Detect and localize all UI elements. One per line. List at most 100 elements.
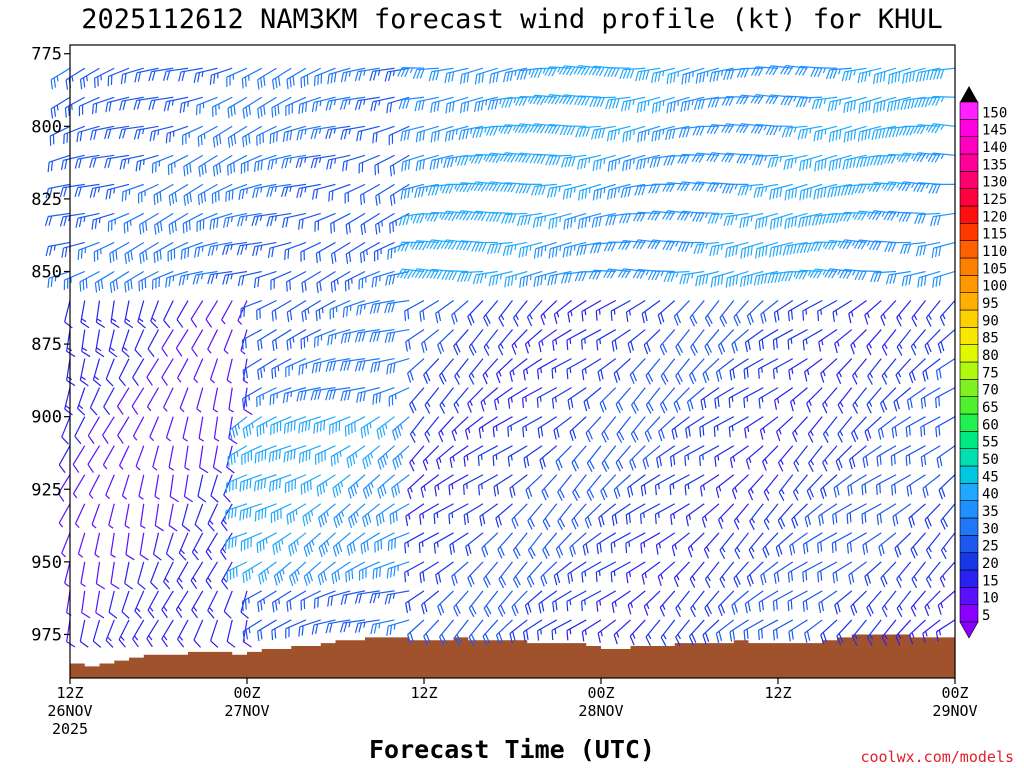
wind-barb: [391, 474, 410, 498]
wind-barb: [424, 416, 440, 443]
barb-flag: [233, 134, 237, 145]
barb-half-flag: [70, 104, 73, 110]
barb-flag: [321, 545, 326, 555]
barb-flag: [343, 622, 348, 633]
barb-flag: [470, 210, 477, 221]
barb-staff: [376, 503, 395, 517]
barb-flag: [512, 578, 519, 589]
barb-staff: [328, 125, 351, 131]
barb-flag: [358, 570, 361, 581]
barb-flag: [846, 212, 853, 222]
barb-staff: [599, 387, 617, 404]
barb-flag: [343, 361, 348, 371]
barb-flag: [602, 400, 607, 411]
wind-barb: [721, 123, 749, 134]
wind-barb: [387, 532, 410, 551]
wind-barb: [729, 619, 749, 642]
barb-staff: [154, 474, 160, 497]
barb-staff: [817, 532, 838, 544]
barb-flag: [618, 430, 625, 441]
barb-staff: [773, 329, 794, 341]
barb-flag: [817, 572, 820, 583]
barb-flag: [497, 515, 502, 526]
barb-staff: [613, 358, 631, 374]
wind-barb: [684, 474, 705, 496]
barb-half-flag: [574, 216, 576, 223]
barb-staff: [318, 532, 336, 548]
barb-staff: [122, 67, 144, 76]
barb-flag: [544, 94, 551, 104]
barb-flag: [388, 71, 392, 82]
barb-flag: [441, 270, 447, 280]
barb-flag: [567, 573, 571, 584]
barb-half-flag: [539, 396, 542, 402]
wind-barb: [177, 619, 189, 648]
wind-barb: [449, 532, 469, 555]
wind-barb: [147, 329, 160, 358]
barb-flag: [733, 316, 739, 327]
barb-flag: [506, 71, 510, 82]
wind-barb: [647, 270, 675, 281]
barb-flag: [540, 154, 546, 164]
barb-flag: [93, 379, 102, 387]
barb-flag: [713, 426, 716, 437]
barb-flag: [802, 572, 805, 583]
barb-flag: [227, 137, 231, 148]
barb-flag: [618, 240, 624, 250]
wind-barb: [183, 183, 204, 206]
barb-flag: [377, 163, 380, 174]
barb-flag: [332, 546, 337, 557]
barb-flag: [669, 182, 676, 193]
barb-staff: [138, 183, 159, 195]
barb-flag: [403, 269, 410, 279]
barb-flag: [718, 369, 723, 380]
barb-flag: [749, 520, 755, 531]
barb-staff: [241, 445, 263, 456]
wind-barb: [657, 561, 676, 587]
wind-barb: [237, 300, 248, 325]
barb-staff: [416, 268, 439, 273]
barb-staff: [682, 153, 705, 156]
barb-flag: [828, 161, 832, 172]
barb-flag: [260, 600, 263, 611]
plot-background: [70, 45, 955, 678]
barb-staff: [289, 561, 307, 577]
wind-barb: [767, 154, 793, 168]
barb-flag: [835, 461, 841, 471]
barb-flag: [323, 542, 328, 553]
barb-half-flag: [541, 340, 544, 346]
wind-barb: [746, 561, 764, 587]
barb-flag: [633, 401, 639, 412]
barb-flag: [735, 94, 742, 105]
barb-staff: [581, 329, 602, 341]
barb-flag: [515, 546, 521, 557]
barb-half-flag: [707, 576, 711, 582]
wind-barb: [671, 532, 690, 557]
barb-flag: [430, 212, 436, 222]
barb-flag: [790, 401, 794, 412]
barb-flag: [843, 103, 846, 113]
wind-barb: [124, 561, 134, 590]
barb-flag: [423, 374, 429, 384]
barb-flag: [376, 429, 380, 440]
barb-staff: [844, 67, 867, 73]
barb-flag: [571, 156, 576, 167]
barb-flag: [802, 189, 806, 200]
wind-barb: [140, 503, 146, 529]
barb-staff: [285, 358, 307, 368]
barb-staff: [227, 445, 248, 458]
barb-flag: [795, 97, 801, 108]
barb-flag: [496, 212, 502, 223]
barb-staff: [786, 212, 808, 220]
barb-flag: [611, 341, 615, 352]
barb-flag: [512, 631, 516, 642]
barb-flag: [245, 135, 248, 146]
barb-staff: [136, 96, 159, 101]
barb-flag: [469, 575, 475, 585]
barb-staff: [91, 503, 101, 525]
barb-flag: [736, 68, 742, 78]
barb-flag: [706, 152, 713, 162]
barb-flag: [529, 517, 535, 528]
wind-barb: [95, 590, 105, 619]
wind-barb: [776, 416, 794, 442]
